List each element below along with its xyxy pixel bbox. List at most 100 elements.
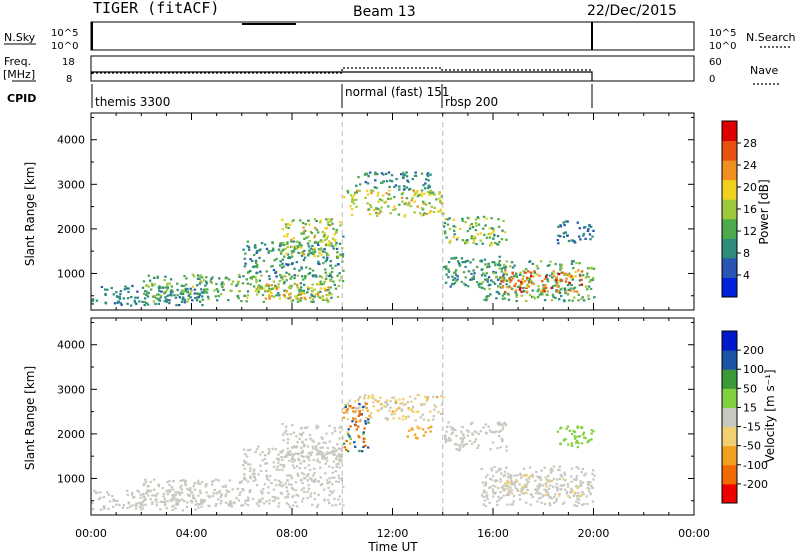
velocity-echo-cell [461,439,464,443]
velocity-echo-cell [569,490,572,493]
power-echo-cell [531,262,535,265]
velocity-echo-cell [507,485,510,488]
velocity-colorbar-swatch [722,483,737,504]
power-echo-cell [331,222,334,225]
velocity-echo-cell [555,500,558,503]
power-echo-cell [467,217,471,220]
velocity-echo-cell [220,493,223,496]
power-echo-cell [259,270,262,273]
power-echo-cell [155,297,158,300]
power-echo-cell [532,282,535,286]
power-echo-cell [304,223,307,226]
power-echo-cell [275,288,279,291]
velocity-echo-cell [141,503,144,506]
velocity-echo-cell [521,492,524,495]
power-echo-cell [461,219,464,222]
power-echo-cell [415,192,419,195]
velocity-echo-cell [390,396,394,399]
velocity-echo-cell [543,488,546,491]
velocity-echo-cell [380,407,383,410]
velocity-echo-cell [144,503,147,506]
velocity-echo-cell [492,492,496,495]
power-echo-cell [196,284,199,287]
velocity-echo-cell [315,453,319,456]
power-echo-cell [206,295,210,298]
power-echo-cell [197,296,201,299]
power-echo-cell [297,245,300,248]
power-echo-cell [145,301,148,305]
velocity-echo-cell [516,489,520,493]
velocity-echo-cell [269,474,272,477]
velocity-echo-cell [267,448,270,451]
power-echo-cell [296,247,299,250]
power-echo-cell [553,279,556,282]
power-echo-cell [461,239,465,242]
power-echo-cell [521,278,524,281]
velocity-echo-cell [151,501,154,504]
power-echo-cell [474,222,478,225]
velocity-echo-cell [184,480,187,483]
velocity-echo-cell [208,495,211,499]
velocity-echo-cell [244,478,247,481]
velocity-echo-cell [442,396,445,399]
velocity-echo-cell [333,476,336,479]
velocity-echo-cell [526,480,530,483]
power-echo-cell [284,296,287,299]
velocity-echo-cell [354,424,357,427]
power-echo-cell [286,241,289,244]
power-echo-cell [181,298,184,301]
power-echo-cell [300,289,304,293]
velocity-echo-cell [559,442,562,445]
velocity-echo-cell [317,442,320,445]
power-echo-cell [398,203,401,206]
power-echo-cell [146,292,149,295]
power-echo-cell [457,262,461,265]
velocity-echo-cell [295,435,298,438]
power-echo-cell [573,296,576,299]
velocity-echo-cell [337,447,340,450]
power-echo-cell [313,226,317,229]
velocity-echo-cell [570,442,574,445]
power-echo-cell [472,239,476,242]
velocity-echo-cell [521,488,524,491]
power-echo-cell [165,300,169,303]
velocity-echo-cell [254,451,257,454]
velocity-echo-cell [249,475,252,478]
power-echo-cell [522,286,525,290]
velocity-echo-cell [301,449,304,452]
velocity-echo-cell [491,441,495,444]
velocity-echo-cell [367,421,370,424]
velocity-echo-cell [499,491,502,494]
velocity-echo-cell [309,495,312,498]
power-echo-cell [285,279,288,282]
velocity-echo-cell [496,500,499,503]
velocity-echo-cell [444,439,448,442]
power-echo-cell [559,225,563,228]
velocity-echo-cell [358,410,361,413]
velocity-echo-cell [218,490,221,493]
power-echo-cell [472,241,475,244]
power-echo-cell [158,285,161,288]
velocity-echo-cell [314,446,318,449]
velocity-echo-cell [139,493,142,496]
power-echo-cell [176,282,179,285]
velocity-echo-cell [404,403,408,406]
power-echo-cell [488,244,492,247]
velocity-echo-cell [338,502,342,506]
velocity-echo-cell [505,494,508,497]
power-echo-cell [275,286,279,289]
velocity-echo-cell [306,445,310,448]
power-echo-cell [513,264,516,267]
power-echo-cell [566,234,569,237]
power-echo-cell [444,232,447,235]
power-echo-cell [159,286,162,289]
velocity-echo-cell [560,475,564,478]
velocity-echo-cell [287,492,290,496]
power-echo-cell [543,277,547,281]
power-echo-cell [201,276,204,279]
velocity-echo-cell [576,425,579,428]
velocity-echo-cell [538,477,542,480]
velocity-echo-cell [499,446,502,449]
cpid-label: CPID [7,92,36,105]
velocity-echo-cell [286,495,289,498]
